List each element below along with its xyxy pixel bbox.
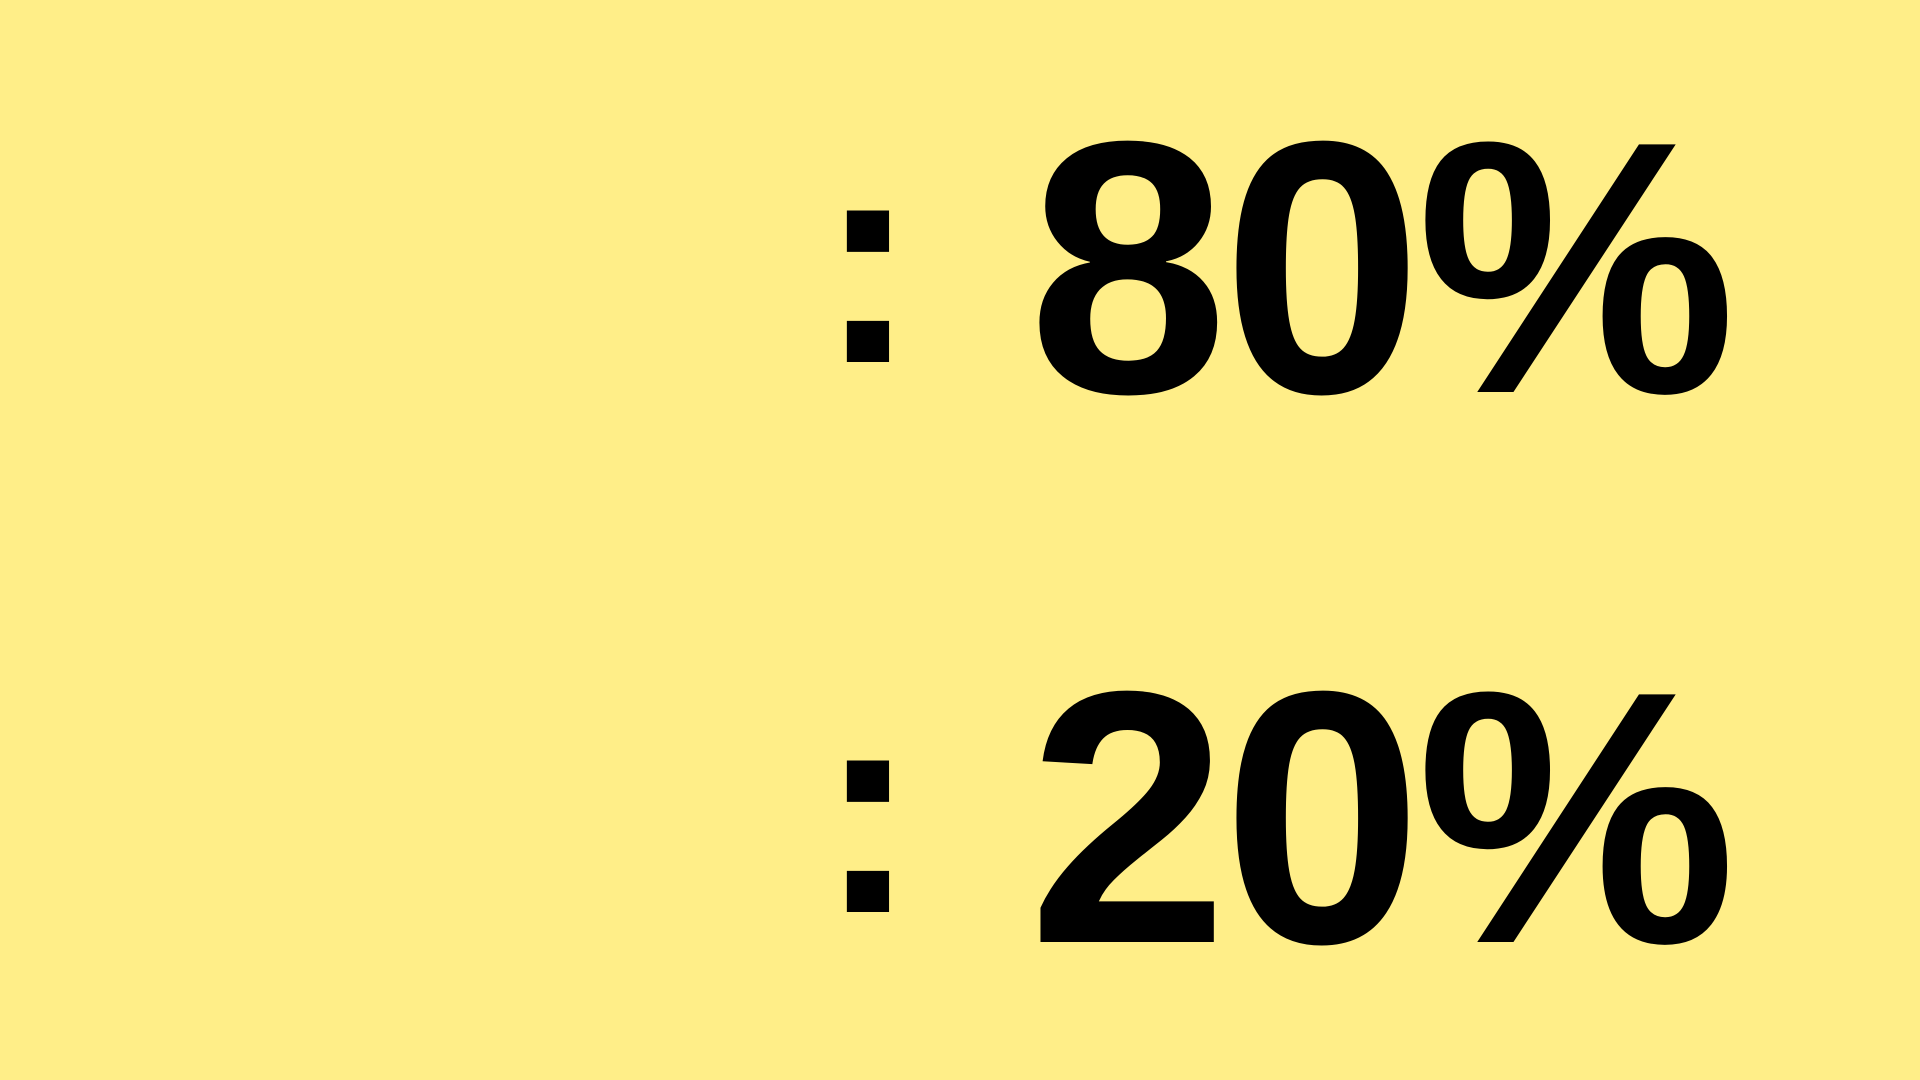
- percentage-value: 20%: [1028, 617, 1737, 1019]
- colon-separator: :: [818, 90, 918, 426]
- ratio-row-2: : 20%: [818, 638, 1737, 998]
- colon-separator: :: [818, 640, 918, 976]
- ratio-row-1: : 80%: [818, 88, 1737, 448]
- percentage-value: 80%: [1028, 67, 1737, 469]
